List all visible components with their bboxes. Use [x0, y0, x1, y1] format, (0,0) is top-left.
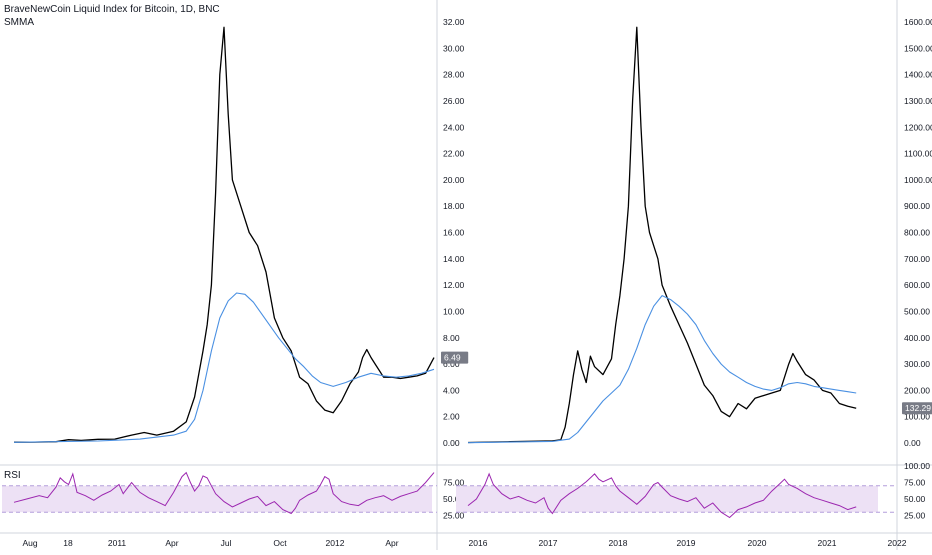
price-axis-tick-left: 0.00 [443, 438, 460, 448]
price-axis-tick-right: 1500.00 [904, 43, 932, 53]
last-price-label-bg-right [902, 402, 932, 415]
rsi-line-left [13, 471, 435, 515]
rsi-band-right [456, 485, 878, 513]
smma-line-left [13, 292, 435, 443]
price-axis-tick-right: 400.00 [904, 333, 930, 343]
time-axis-tick-left: 2011 [108, 538, 127, 548]
price-line-right [467, 26, 857, 444]
price-axis-tick-left: 6.00 [443, 359, 460, 369]
time-axis-tick-left: Jul [221, 538, 232, 548]
price-axis-tick-right: 500.00 [904, 306, 930, 316]
time-axis-tick-left: Oct [273, 538, 287, 548]
price-line-left [13, 26, 435, 443]
rsi-axis-tick-right: 75.00 [904, 478, 926, 488]
time-axis-tick-right: 2016 [469, 538, 488, 548]
price-axis-tick-right: 600.00 [904, 280, 930, 290]
price-axis-tick-right: 900.00 [904, 201, 930, 211]
time-axis-tick-left: 2012 [326, 538, 345, 548]
rsi-axis-tick-right: 100.00 [904, 461, 930, 471]
time-axis-tick-left: 18 [63, 538, 73, 548]
rsi-line-right [467, 472, 857, 519]
price-axis-tick-left: 16.00 [443, 228, 465, 238]
price-axis-tick-left: 18.00 [443, 201, 465, 211]
rsi-axis-tick-right: 50.00 [904, 494, 926, 504]
rsi-axis-tick-left: 75.00 [443, 478, 465, 488]
last-price-label-right: 132.29 [905, 403, 931, 413]
chart-title: BraveNewCoin Liquid Index for Bitcoin, 1… [4, 4, 220, 15]
price-axis-tick-left: 24.00 [443, 122, 465, 132]
smma-line-right [467, 295, 857, 444]
time-axis-tick-left: Apr [165, 538, 178, 548]
price-axis-tick-right: 1300.00 [904, 96, 932, 106]
time-axis-tick-right: 2019 [677, 538, 696, 548]
time-axis-tick-right: 2020 [748, 538, 767, 548]
price-axis-tick-left: 20.00 [443, 175, 465, 185]
time-axis-tick-left: Apr [385, 538, 398, 548]
last-price-label-left: 6.49 [444, 353, 461, 363]
price-axis-tick-right: 1100.00 [904, 149, 932, 159]
time-axis-tick-right: 2017 [539, 538, 558, 548]
price-axis-tick-left: 22.00 [443, 149, 465, 159]
rsi-band-left [2, 485, 432, 513]
price-axis-tick-left: 30.00 [443, 43, 465, 53]
time-axis-tick-right: 2021 [818, 538, 837, 548]
rsi-axis-tick-left: 50.00 [443, 494, 465, 504]
price-axis-tick-left: 14.00 [443, 254, 465, 264]
last-price-label-bg-left [441, 351, 469, 364]
price-axis-tick-right: 100.00 [904, 412, 930, 422]
price-axis-tick-right: 0.00 [904, 438, 921, 448]
price-axis-tick-right: 200.00 [904, 385, 930, 395]
price-axis-tick-right: 1000.00 [904, 175, 932, 185]
price-axis-tick-left: 26.00 [443, 96, 465, 106]
price-axis-tick-left: 28.00 [443, 70, 465, 80]
price-axis-tick-right: 1400.00 [904, 70, 932, 80]
time-axis-tick-right: 2018 [609, 538, 628, 548]
price-axis-tick-right: 1200.00 [904, 122, 932, 132]
time-axis-tick-left: Aug [22, 538, 37, 548]
rsi-indicator-label: RSI [4, 470, 21, 481]
rsi-axis-tick-right: 25.00 [904, 511, 926, 521]
time-axis-tick-right: 2022 [888, 538, 907, 548]
price-axis-tick-left: 12.00 [443, 280, 465, 290]
price-axis-tick-right: 800.00 [904, 228, 930, 238]
price-axis-tick-left: 32.00 [443, 17, 465, 27]
price-axis-tick-left: 10.00 [443, 306, 465, 316]
rsi-axis-tick-left: 25.00 [443, 511, 465, 521]
price-axis-tick-right: 300.00 [904, 359, 930, 369]
price-axis-tick-right: 700.00 [904, 254, 930, 264]
price-axis-tick-left: 2.00 [443, 412, 460, 422]
price-axis-tick-left: 8.00 [443, 333, 460, 343]
price-axis-tick-right: 1600.00 [904, 17, 932, 27]
smma-indicator-label: SMMA [4, 17, 34, 28]
price-axis-tick-left: 4.00 [443, 385, 460, 395]
